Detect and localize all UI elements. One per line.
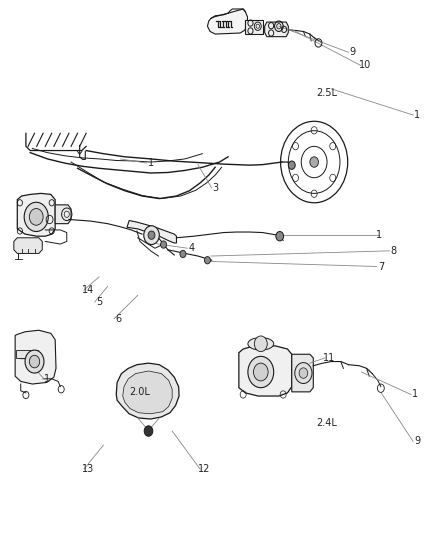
Text: 6: 6 (115, 314, 121, 324)
Text: 14: 14 (82, 285, 94, 295)
Polygon shape (17, 193, 55, 236)
Polygon shape (55, 205, 71, 224)
Text: 10: 10 (358, 60, 370, 70)
Text: 5: 5 (95, 297, 102, 307)
Circle shape (288, 161, 294, 169)
Text: 9: 9 (349, 47, 355, 58)
Polygon shape (15, 330, 56, 384)
Text: 7: 7 (377, 262, 383, 271)
Circle shape (254, 336, 267, 352)
Text: 2.5L: 2.5L (316, 87, 337, 98)
Text: 11: 11 (322, 353, 335, 363)
Circle shape (144, 226, 159, 245)
Text: 1: 1 (375, 230, 381, 240)
Circle shape (298, 368, 307, 378)
Text: 1: 1 (411, 390, 417, 399)
Circle shape (160, 241, 166, 248)
Circle shape (309, 157, 318, 167)
Text: 3: 3 (212, 183, 218, 193)
Circle shape (294, 362, 311, 384)
Text: 4: 4 (188, 243, 194, 253)
Text: 2.0L: 2.0L (129, 387, 150, 397)
Bar (16, 350, 38, 358)
Circle shape (253, 363, 268, 381)
Polygon shape (245, 20, 262, 34)
Polygon shape (238, 346, 291, 396)
Text: 9: 9 (413, 437, 420, 447)
Text: 1: 1 (147, 158, 153, 168)
Circle shape (25, 350, 44, 373)
Circle shape (24, 202, 48, 231)
Circle shape (180, 251, 186, 257)
Circle shape (275, 231, 283, 241)
Polygon shape (291, 354, 313, 392)
Text: 8: 8 (390, 246, 396, 256)
Text: 1: 1 (413, 110, 420, 120)
Polygon shape (116, 363, 179, 419)
Polygon shape (127, 221, 176, 243)
Text: 12: 12 (198, 464, 210, 474)
Text: 13: 13 (82, 464, 94, 474)
Polygon shape (264, 22, 288, 37)
Ellipse shape (247, 337, 273, 350)
Circle shape (148, 231, 155, 239)
Circle shape (144, 426, 152, 436)
Circle shape (29, 208, 43, 225)
Text: 2.4L: 2.4L (316, 418, 337, 428)
Circle shape (247, 357, 273, 387)
Polygon shape (123, 371, 172, 414)
Polygon shape (14, 238, 42, 254)
Circle shape (204, 256, 210, 264)
Circle shape (29, 356, 39, 368)
Polygon shape (207, 9, 247, 34)
Text: 1: 1 (44, 374, 50, 384)
